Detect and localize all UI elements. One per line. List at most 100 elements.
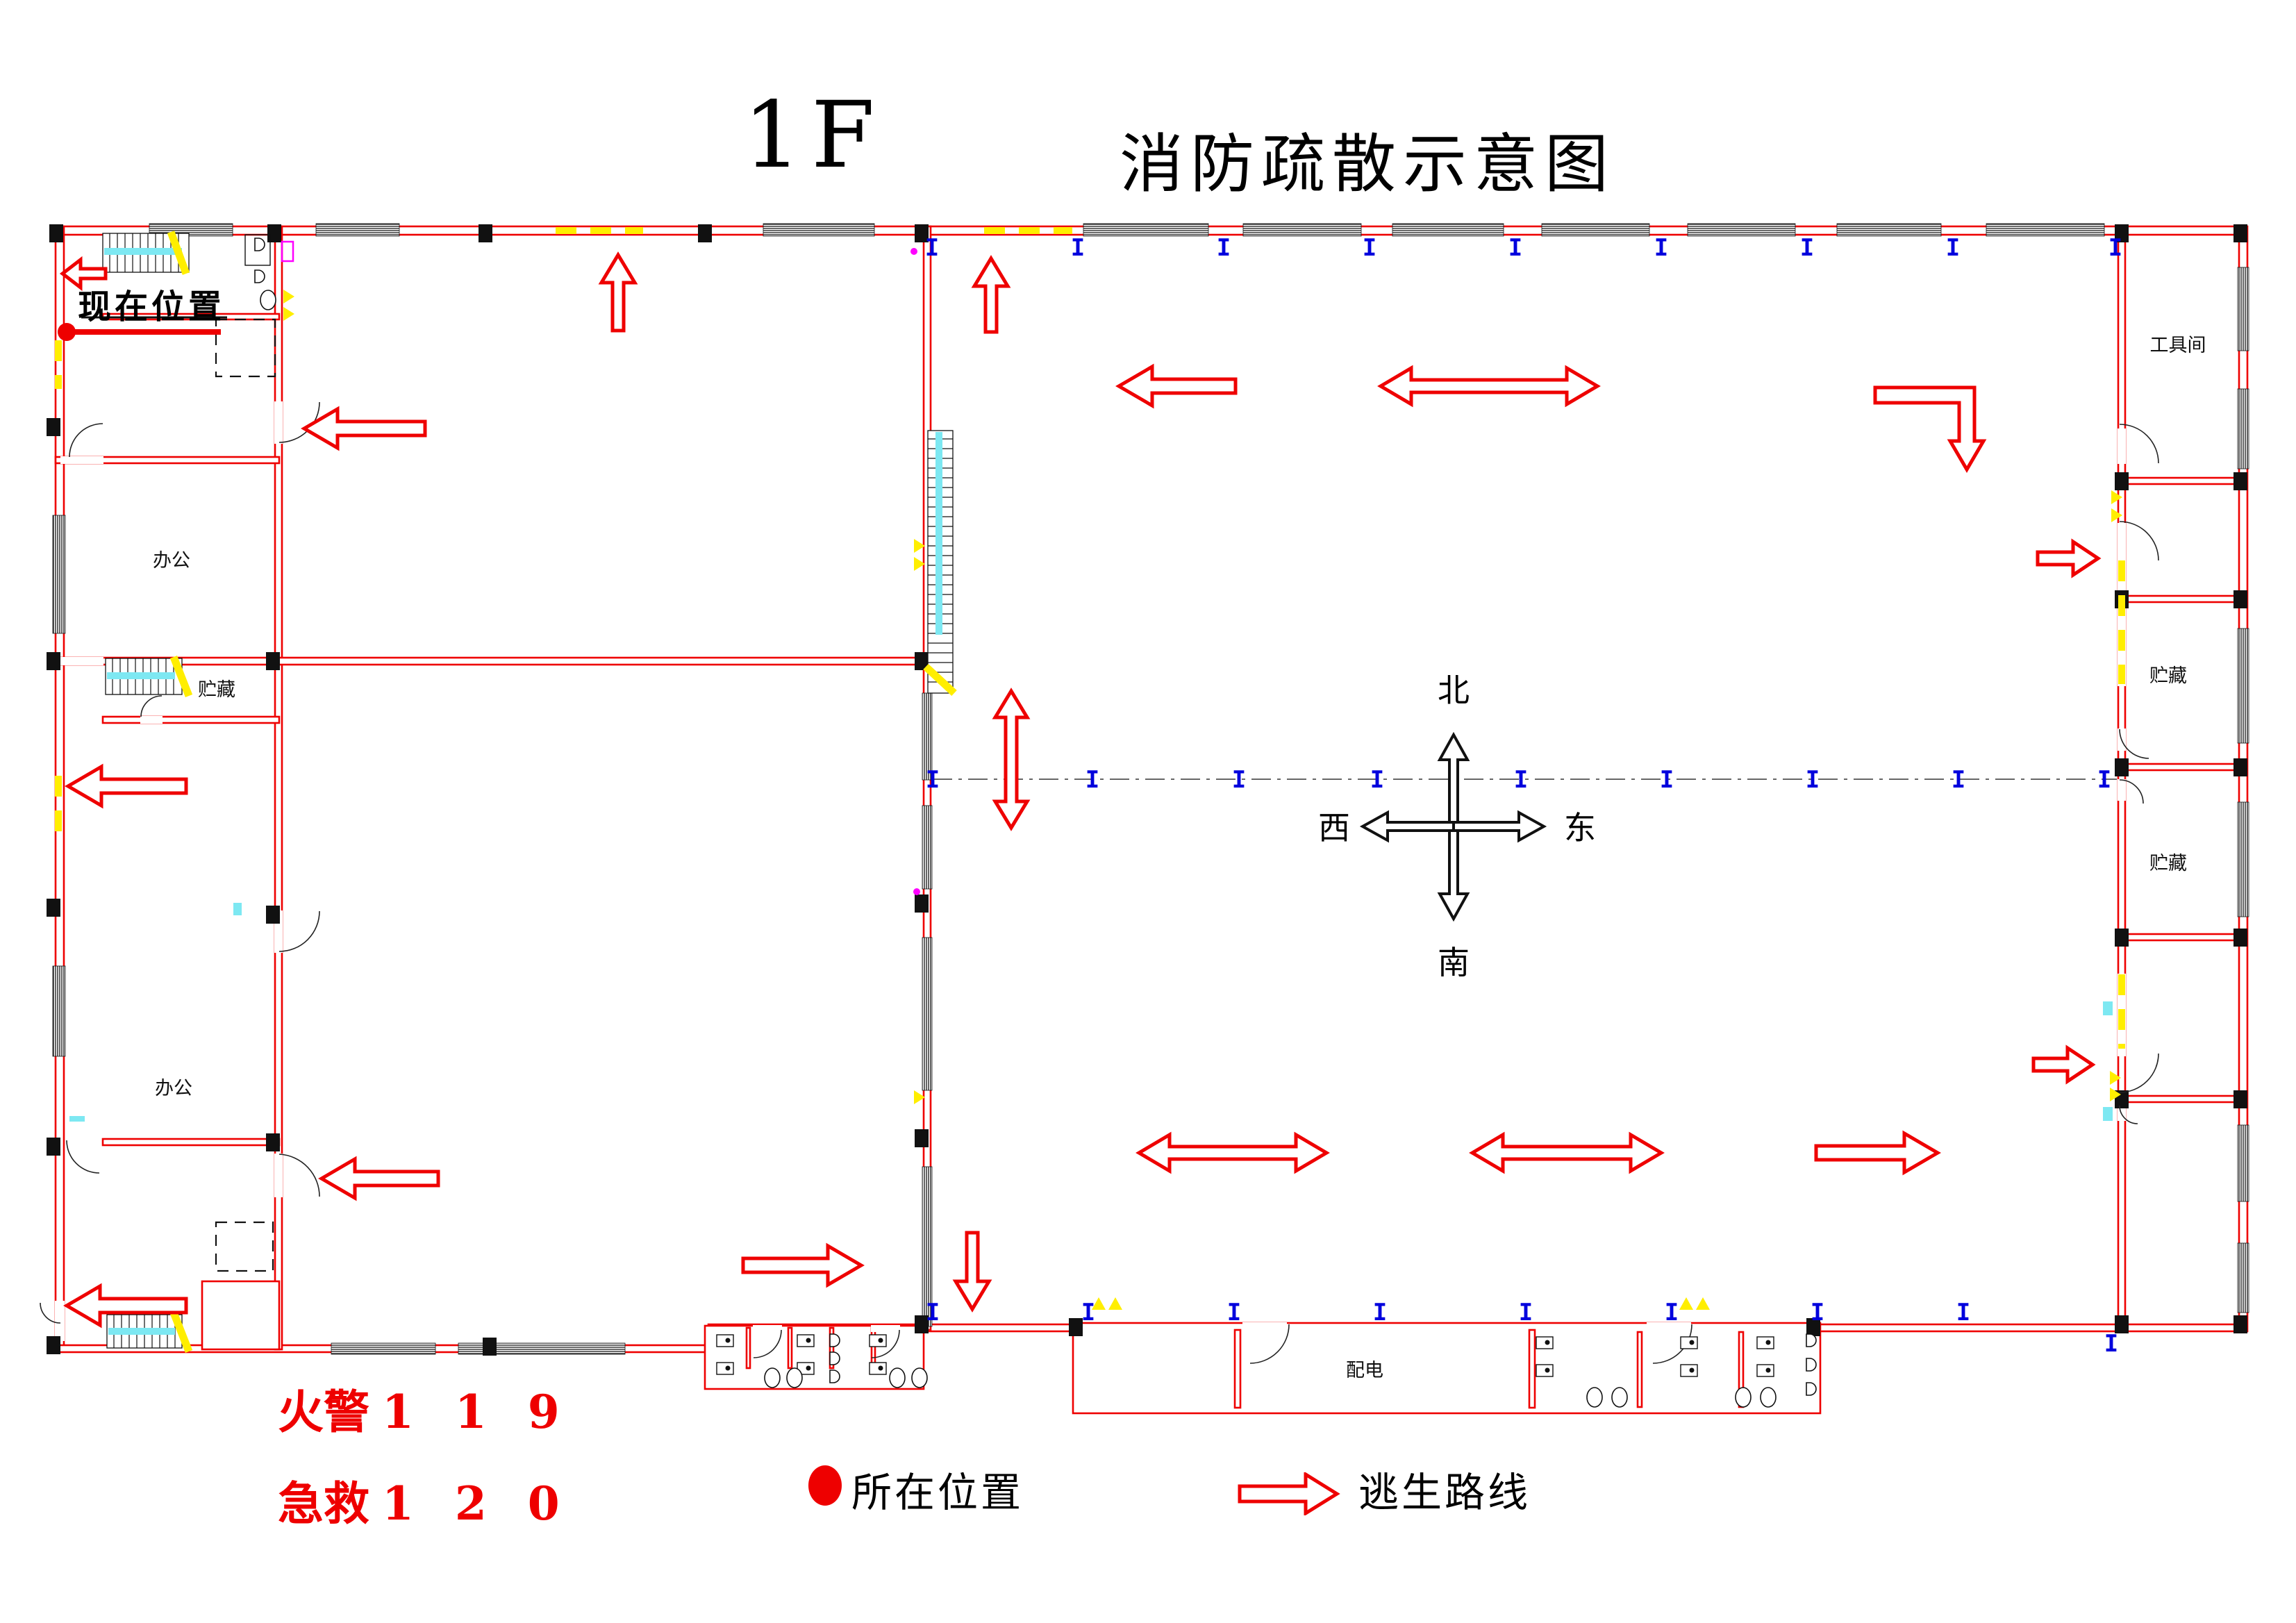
toilet-icon: [260, 290, 276, 310]
urinal-icon: [1806, 1382, 1817, 1396]
stair-rail: [104, 248, 182, 255]
column: [915, 1129, 929, 1147]
door-opening: [753, 1325, 782, 1332]
ambulance-phone-row: 急救 1 2 0: [278, 1467, 572, 1533]
escape-route-arrow: [1873, 385, 1987, 473]
dashed-closet: [215, 1221, 274, 1272]
column: [267, 224, 281, 242]
window-hatch: [1392, 224, 1504, 236]
wall: [1072, 1322, 1822, 1415]
toilet-stall-icon: [1756, 1336, 1774, 1349]
column: [47, 652, 60, 670]
grid-marker: I: [1363, 234, 1376, 262]
toilet-icon: [1760, 1387, 1777, 1408]
toilet-stall-dot: [878, 1338, 883, 1343]
door-opening: [60, 456, 103, 464]
grid-marker: I: [926, 766, 940, 794]
escape-route-arrow: [1814, 1130, 1941, 1176]
window-hatch: [2238, 629, 2249, 743]
door-arc: [2119, 521, 2159, 561]
column: [2233, 1315, 2247, 1333]
stair-break-mark: [169, 1310, 193, 1354]
page-title-floor: 1F: [743, 82, 885, 189]
toilet-stall-dot: [806, 1338, 811, 1343]
door-opening: [2118, 779, 2126, 801]
column: [1069, 1318, 1083, 1336]
window-hatch: [1083, 224, 1208, 236]
wall: [745, 1326, 751, 1370]
toilet-stall-icon: [869, 1362, 887, 1375]
cyan-mark: [233, 903, 242, 915]
door-arc: [40, 1302, 61, 1324]
compass-south-label: 南: [1438, 944, 1470, 981]
wall: [54, 456, 281, 465]
wall: [1636, 1331, 1643, 1408]
escape-route-arrow: [992, 688, 1031, 831]
escape-route-arrow: [1115, 363, 1238, 409]
urinal-icon: [254, 238, 265, 251]
escape-route-arrow: [971, 255, 1011, 334]
door-opening: [871, 1325, 900, 1332]
escape-route-arrow: [1135, 1131, 1330, 1174]
yellow-door-mark: [1092, 1297, 1106, 1310]
door-arc: [1652, 1324, 1692, 1364]
window-hatch: [2238, 802, 2249, 917]
escape-route-arrow: [741, 1242, 865, 1288]
grid-marker: I: [1519, 1299, 1533, 1326]
yellow-door-mark: [283, 307, 294, 321]
column: [2233, 1090, 2247, 1108]
grid-marker: I: [2104, 1330, 2118, 1358]
toilet-icon: [1735, 1387, 1752, 1408]
column: [2115, 758, 2129, 776]
toilet-stall-dot: [725, 1365, 731, 1371]
escape-route-arrow: [65, 763, 188, 809]
grid-marker: I: [1665, 1299, 1679, 1326]
escape-route-arrow: [63, 1283, 188, 1329]
room-label: 办公: [153, 550, 190, 572]
column: [47, 899, 60, 917]
window-hatch: [1243, 224, 1361, 236]
toilet-stall-dot: [1545, 1340, 1550, 1345]
toilet-stall-dot: [1689, 1367, 1695, 1373]
window-hatch: [1688, 224, 1795, 236]
location-dot-icon: [808, 1465, 842, 1506]
yellow-door-mark: [914, 539, 925, 553]
grid-marker: I: [1806, 766, 1820, 794]
grid-marker: I: [1370, 766, 1384, 794]
window-hatch: [2238, 1125, 2249, 1201]
wall: [829, 1326, 835, 1370]
urinal-icon: [1806, 1358, 1817, 1372]
grid-marker: I: [1956, 1299, 1970, 1326]
toilet-icon: [764, 1367, 781, 1388]
grid-marker: I: [1227, 1299, 1241, 1326]
stair-break-mark: [169, 655, 193, 698]
column: [483, 1338, 497, 1356]
wall: [2117, 763, 2248, 772]
wall: [787, 1326, 793, 1370]
door-opening: [274, 1154, 283, 1197]
column: [915, 652, 929, 670]
door-opening: [1242, 1322, 1287, 1331]
cyan-mark: [2103, 1107, 2113, 1121]
column: [47, 1138, 60, 1156]
toilet-stall-icon: [716, 1334, 734, 1347]
toilet-icon: [889, 1367, 906, 1388]
toilet-stall-dot: [725, 1338, 731, 1343]
magenta-dot: [913, 888, 920, 895]
wall: [2120, 933, 2245, 942]
window-hatch: [1837, 224, 1941, 236]
toilet-stall-dot: [1765, 1367, 1771, 1373]
ambulance-phone-number: 1 2 0: [382, 1476, 572, 1531]
door-arc: [278, 1154, 320, 1197]
toilet-stall-icon: [1680, 1336, 1698, 1349]
window-hatch: [458, 1343, 625, 1354]
door-arc: [2119, 1053, 2159, 1093]
ambulance-phone-label: 急救: [278, 1476, 369, 1531]
door-arc: [140, 695, 163, 717]
compass-arrow: [1437, 825, 1470, 922]
column: [47, 1336, 60, 1354]
column: [2233, 929, 2247, 947]
column: [2233, 758, 2247, 776]
grid-marker: I: [2108, 234, 2122, 262]
column: [2115, 1315, 2129, 1333]
